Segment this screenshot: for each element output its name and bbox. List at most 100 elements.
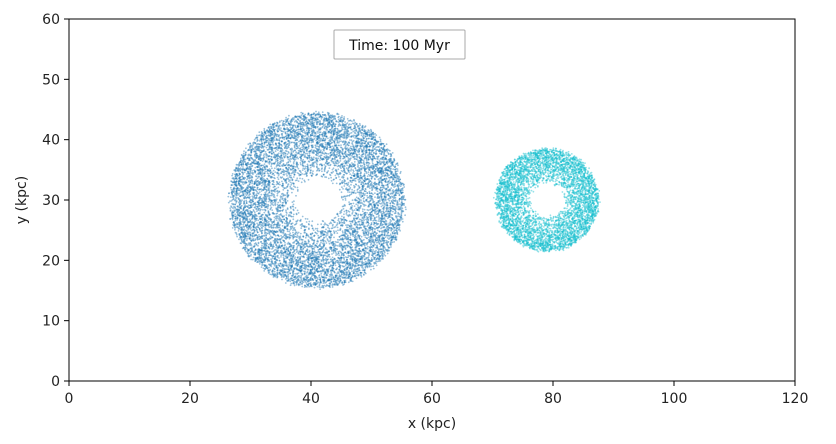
particle-point [242,235,245,238]
particle-point [248,176,251,179]
particle-point [270,163,273,166]
particle-point [366,145,368,148]
particle-point [272,273,274,276]
particle-point [285,248,288,251]
particle-point [314,244,316,246]
particle-point [317,253,319,256]
particle-point [331,141,334,144]
particle-point [266,214,268,216]
particle-point [285,150,288,153]
particle-point [364,135,367,138]
particle-point [397,164,399,167]
particle-point [305,129,308,132]
particle-point [256,187,259,189]
particle-point [258,169,261,171]
particle-point [376,235,379,237]
particle-point [341,237,344,239]
particle-point [249,190,252,193]
particle-point [267,224,270,227]
particle-point [294,139,297,142]
particle-point [399,178,402,181]
particle-point [312,229,315,232]
particle-point [341,273,343,275]
particle-point [333,231,336,234]
particle-point [356,201,359,204]
particle-point [343,216,345,219]
particle-point [264,259,266,261]
particle-point [241,199,243,202]
particle-point [269,132,272,135]
particle-point [234,219,237,222]
particle-point [348,144,350,147]
particle-point [386,242,389,245]
particle-point [370,268,372,271]
particle-point [280,159,283,162]
particle-point [382,154,385,156]
particle-point [296,129,298,131]
particle-point [274,226,277,229]
particle-point [283,138,286,141]
particle-point [287,133,290,136]
particle-point [258,140,261,142]
particle-point [300,159,302,162]
particle-point [288,172,291,175]
particle-point [282,269,285,271]
particle-point [235,232,238,235]
particle-point [290,246,293,248]
particle-point [306,157,309,159]
particle-point [304,165,307,168]
particle-point [262,150,265,153]
particle-point [340,191,343,194]
particle-point [355,158,358,161]
particle-point [291,279,294,282]
particle-point [382,239,384,242]
particle-point [321,123,324,126]
particle-point [365,140,368,142]
particle-point [348,271,351,273]
particle-point [335,160,338,162]
particle-point [371,173,374,175]
particle-point [340,271,343,274]
particle-point [370,265,373,268]
particle-point [236,173,239,176]
particle-point [257,169,260,172]
particle-point [358,151,361,153]
particle-point [267,161,270,164]
particle-point [319,151,322,154]
particle-point [274,150,277,153]
particle-point [286,208,289,211]
particle-point [249,145,252,147]
particle-point [348,273,351,276]
particle-point [248,218,251,221]
particle-point [299,126,302,128]
particle-point [334,247,337,250]
particle-point [384,214,387,217]
particle-point [309,243,311,246]
particle-point [243,238,246,241]
particle-point [361,210,364,213]
particle-point [352,163,354,166]
particle-point [245,239,248,242]
particle-point [253,183,256,186]
particle-point [284,154,287,157]
particle-point [374,158,377,160]
particle-point [328,118,331,121]
particle-point [331,256,334,259]
particle-point [329,163,332,166]
particle-point [306,286,308,288]
particle-point [327,270,330,273]
particle-point [273,249,276,252]
particle-point [251,182,254,185]
particle-point [255,244,258,246]
particle-point [368,260,370,262]
particle-point [315,255,318,258]
particle-point [278,173,280,176]
particle-point [260,140,263,143]
particle-point [260,217,263,220]
particle-point [363,179,366,182]
particle-point [281,136,283,139]
particle-point [372,145,375,148]
particle-point [325,231,328,234]
particle-point [356,243,359,246]
particle-point [239,189,242,192]
